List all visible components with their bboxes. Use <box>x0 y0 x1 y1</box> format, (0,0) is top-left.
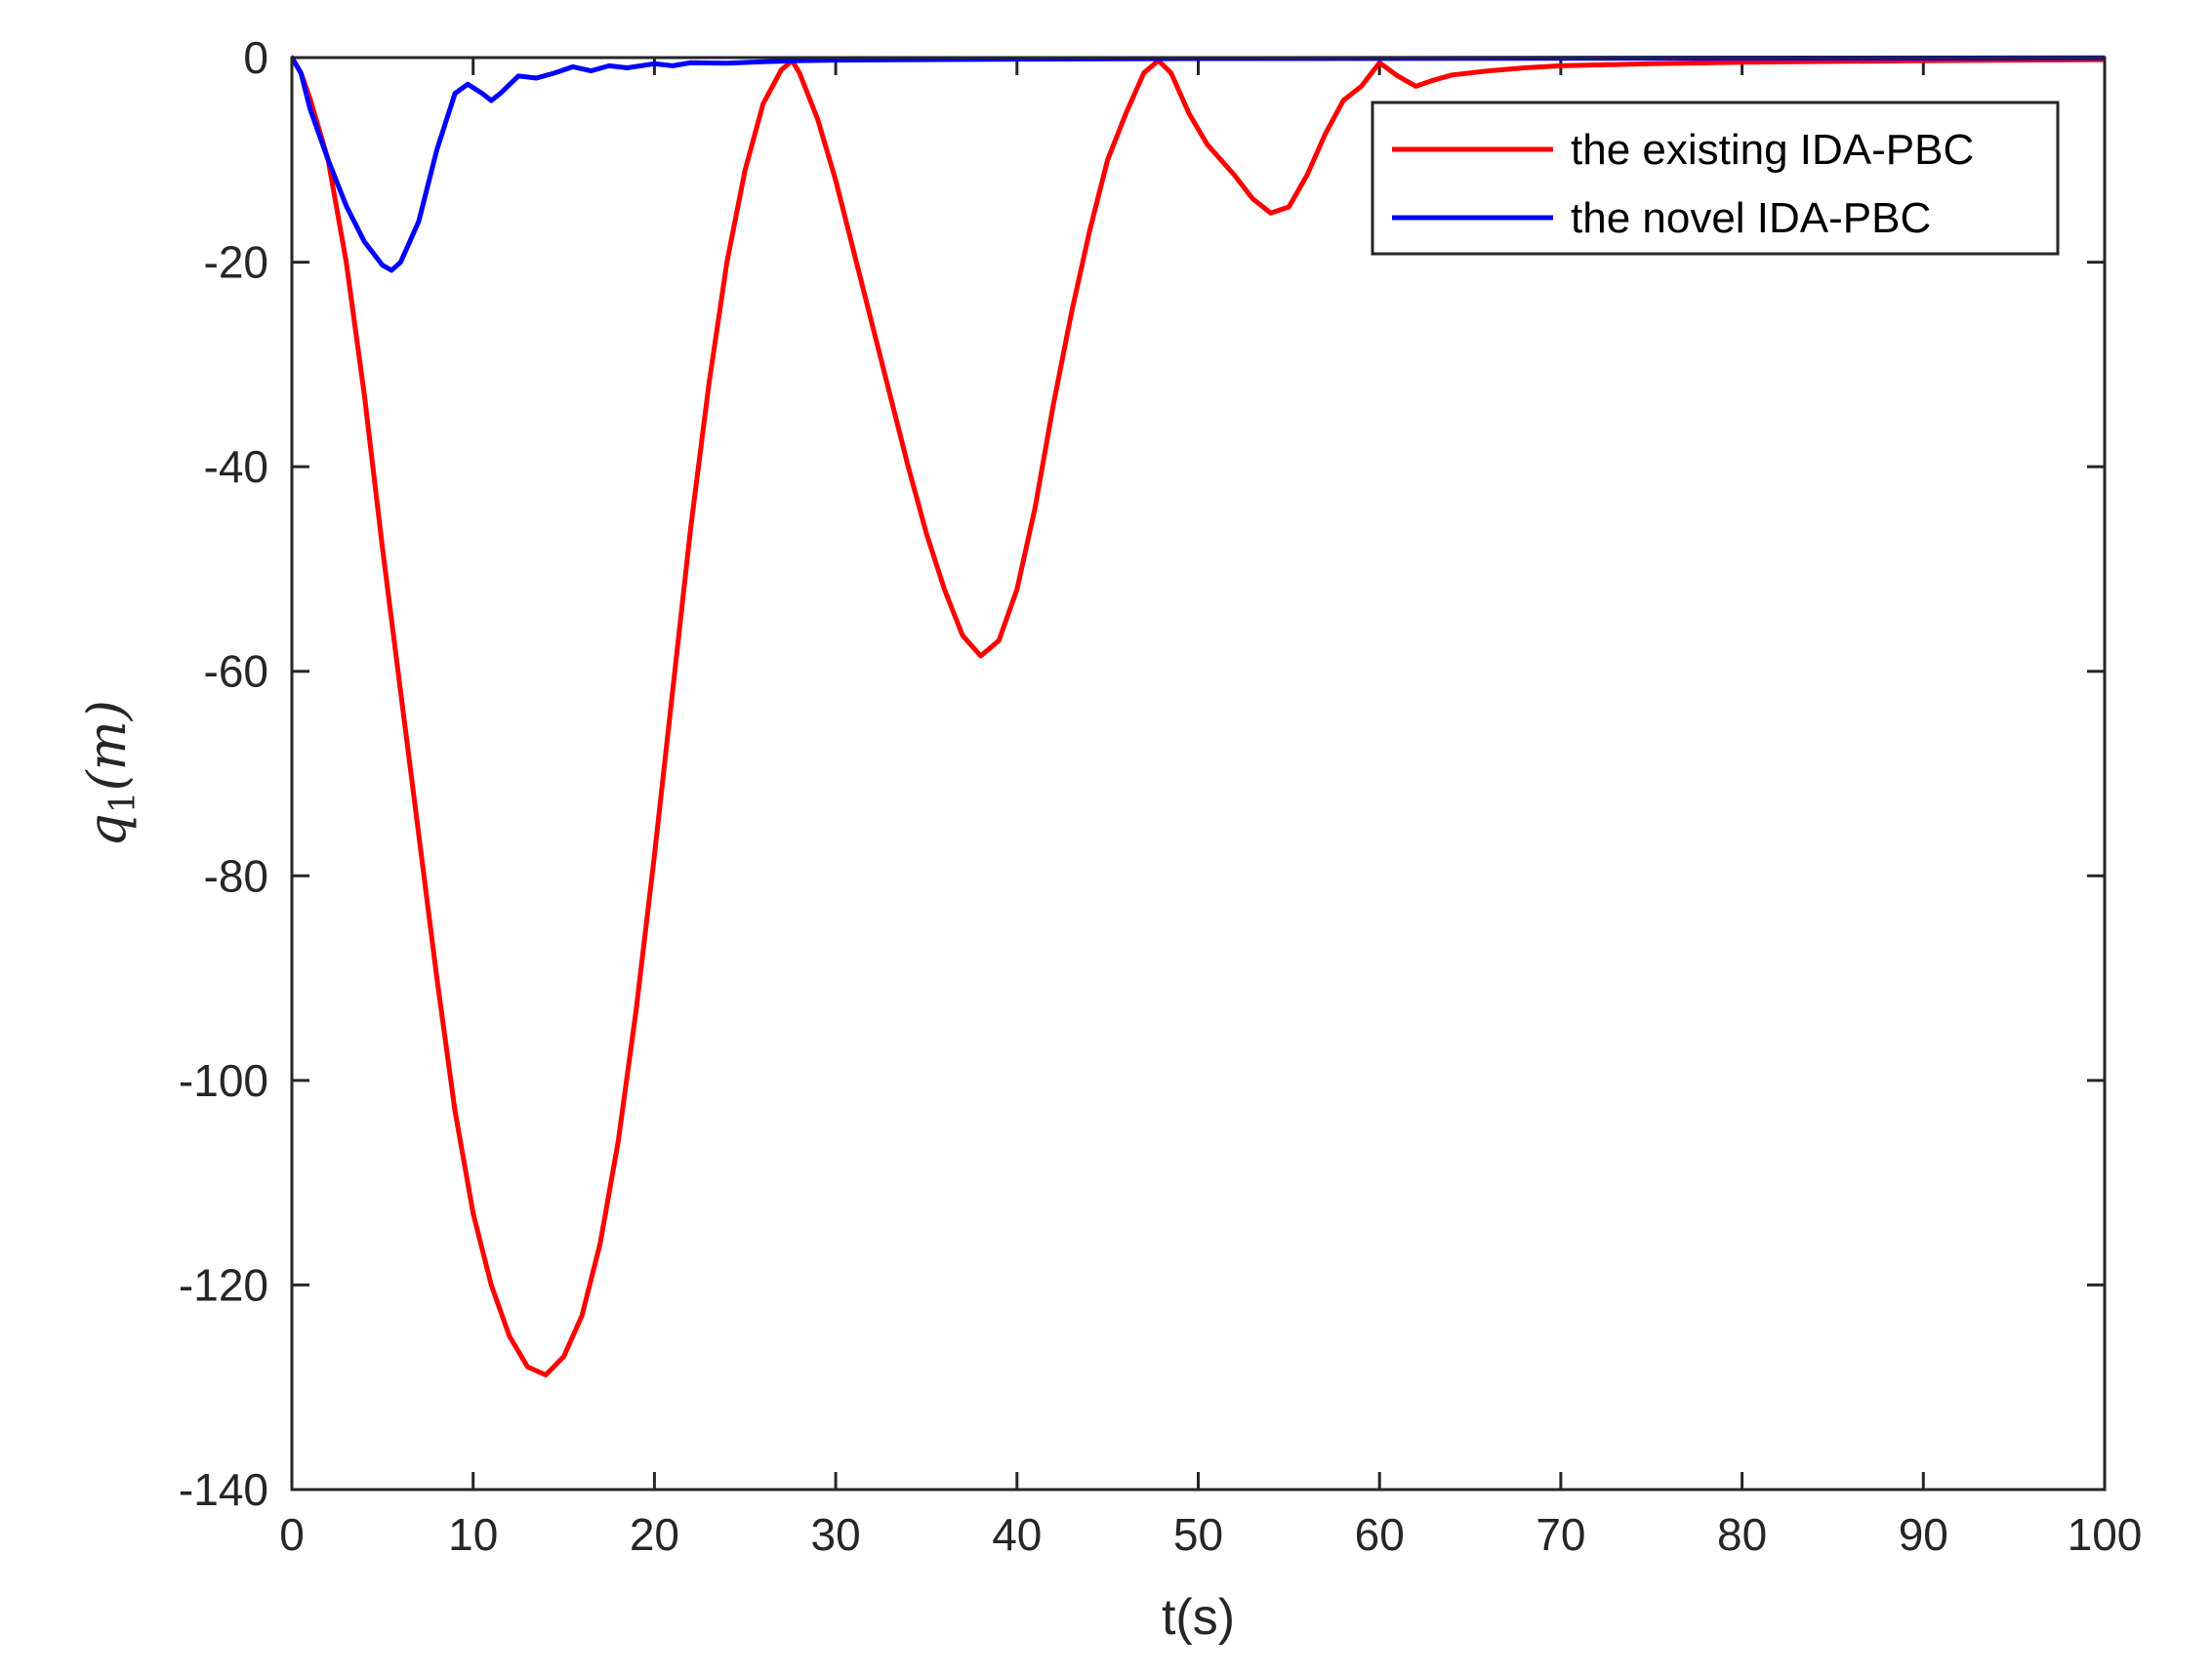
y-tick-label: -120 <box>179 1259 268 1310</box>
series-layer <box>290 55 2107 1492</box>
y-tick-label: -80 <box>204 850 268 901</box>
series-line-2 <box>292 55 2105 273</box>
y-axis-label: q1(m) <box>76 700 143 847</box>
x-tick-label: 100 <box>2068 1509 2143 1560</box>
x-tick-label: 20 <box>630 1509 679 1560</box>
y-tick-label: 0 <box>243 32 268 83</box>
x-tick-label: 0 <box>279 1509 305 1560</box>
y-tick-label: -20 <box>204 237 268 288</box>
x-tick-label: 70 <box>1536 1509 1585 1560</box>
x-tick-label: 50 <box>1173 1509 1223 1560</box>
axes-frame <box>290 56 2107 1492</box>
legend-box <box>1371 101 2060 256</box>
x-tick-label: 90 <box>1899 1509 1948 1560</box>
y-tick-label: -100 <box>179 1055 268 1106</box>
plot-background <box>292 58 2105 1490</box>
y-tick-label: -40 <box>204 441 268 492</box>
x-tick-label: 40 <box>992 1509 1042 1560</box>
x-tick-label: 60 <box>1355 1509 1405 1560</box>
y-axis-label-unit: (m) <box>76 700 138 791</box>
y-tick-label: -60 <box>204 646 268 697</box>
legend: the existing IDA-PBC the novel IDA-PBC <box>1371 101 2060 256</box>
legend-label-2: the novel IDA-PBC <box>1571 194 1931 242</box>
x-axis: 0 10 20 30 40 50 60 70 80 90 100 <box>279 58 2142 1560</box>
x-axis-label: t(s) <box>1162 1589 1235 1646</box>
axes-box <box>290 56 2107 1492</box>
legend-label-1: the existing IDA-PBC <box>1571 126 1974 174</box>
x-tick-label: 80 <box>1717 1509 1767 1560</box>
y-axis-label-var: q <box>76 813 138 847</box>
y-axis: 0 -20 -40 -60 -80 -100 -120 -140 <box>179 32 2105 1515</box>
y-axis-label-subscript: 1 <box>103 791 143 813</box>
y-tick-label: -140 <box>179 1464 268 1515</box>
plot-area <box>292 58 2105 1490</box>
series-line-1 <box>292 55 2105 1378</box>
x-tick-label: 10 <box>448 1509 498 1560</box>
x-tick-label: 30 <box>811 1509 861 1560</box>
